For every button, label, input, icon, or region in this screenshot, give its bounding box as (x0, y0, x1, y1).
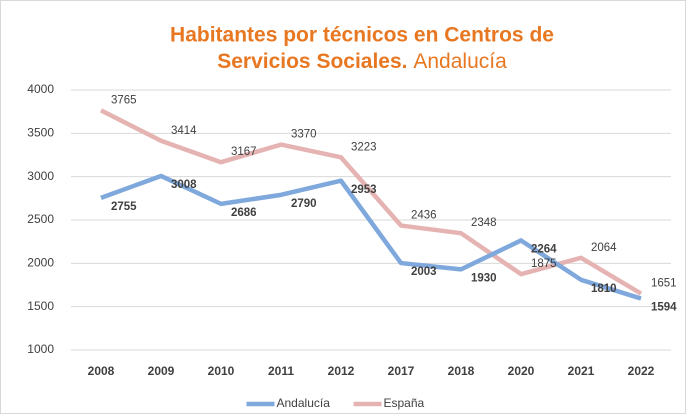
chart-subtitle: Andalucía (413, 50, 507, 73)
x-tick-label: 2017 (388, 364, 415, 378)
data-label: 3414 (171, 125, 197, 137)
x-tick-label: 2021 (568, 364, 595, 378)
series-line (99, 108, 643, 296)
data-label: 1810 (591, 283, 617, 295)
data-label: 2064 (591, 242, 617, 254)
chart-title-line2: Servicios Sociales. Andalucía (217, 50, 507, 73)
data-label: 1875 (531, 258, 557, 270)
data-label: 2436 (411, 210, 437, 222)
data-label: 2348 (471, 217, 497, 229)
y-tick-label: 2500 (27, 212, 54, 226)
chart-title: Habitantes por técnicos en Centros de (170, 24, 554, 47)
x-tick-label: 2012 (328, 364, 355, 378)
y-tick-label: 4000 (27, 82, 54, 96)
data-label: 2755 (111, 201, 137, 213)
data-label: 3223 (351, 141, 377, 153)
x-tick-label: 2018 (448, 364, 475, 378)
x-tick-label: 2008 (88, 364, 115, 378)
y-tick-label: 1500 (27, 299, 54, 313)
x-tick-label: 2011 (268, 364, 294, 378)
data-label: 3370 (291, 129, 317, 141)
data-label: 3167 (231, 146, 257, 158)
x-tick-label: 2010 (208, 364, 235, 378)
data-label: 1930 (471, 272, 497, 284)
data-label: 3765 (111, 94, 137, 106)
data-label: 1594 (651, 302, 677, 314)
chart-title-part: Servicios Sociales. (217, 50, 407, 73)
data-label: 1651 (651, 278, 677, 290)
y-tick-label: 3000 (27, 169, 54, 183)
y-tick-label: 2000 (27, 256, 54, 270)
x-tick-label: 2020 (508, 364, 535, 378)
series-line (100, 173, 642, 301)
data-label: 2264 (531, 243, 557, 255)
data-label: 3008 (171, 179, 197, 191)
data-label: 2003 (411, 266, 437, 278)
data-label: 2686 (231, 207, 257, 219)
data-label: 2953 (351, 184, 377, 196)
y-tick-label: 3500 (27, 126, 54, 140)
data-label: 2790 (291, 198, 317, 210)
legend-label: Andalucía (277, 396, 331, 410)
x-tick-label: 2022 (628, 364, 655, 378)
y-tick-label: 1000 (27, 342, 54, 356)
x-tick-label: 2009 (148, 364, 175, 378)
legend-label: España (384, 396, 425, 410)
